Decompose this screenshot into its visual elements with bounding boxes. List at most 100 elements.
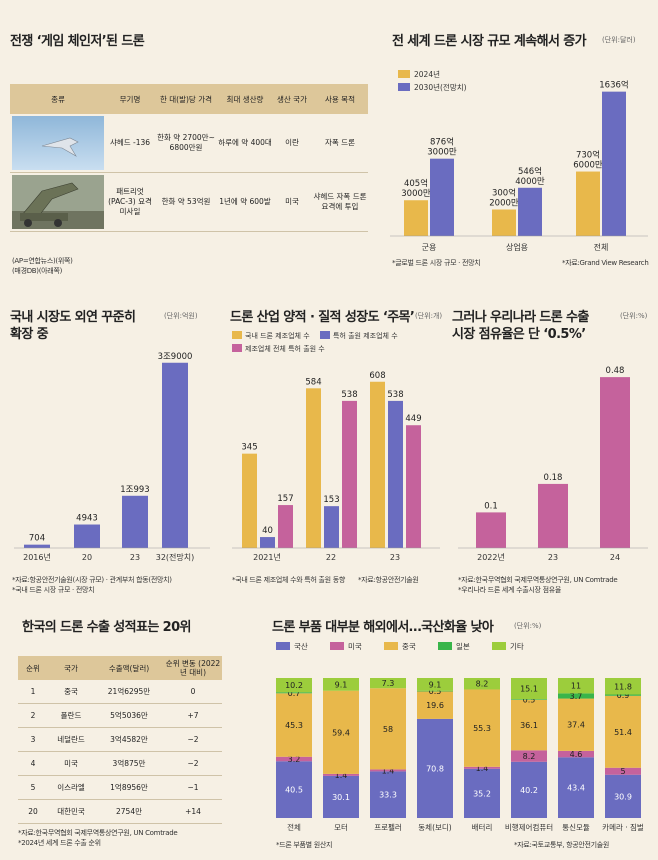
stack-segment: [370, 771, 406, 818]
table-header-cell: 순위: [18, 656, 48, 680]
table-cell: 21억6295만: [94, 680, 164, 704]
legend-label: 국내 드론 제조업체 수: [245, 331, 310, 340]
x-tick-label: 23: [130, 553, 140, 562]
stack-segment: [323, 678, 359, 691]
table-cell: 중국: [48, 680, 94, 704]
table-row: 5 이스라엘 1억8956만 −1: [18, 775, 222, 800]
data-label: 730억: [576, 150, 600, 161]
stack-segment: [370, 678, 406, 689]
market-unit: (단위:달러): [602, 36, 636, 44]
data-label: 4000만: [515, 177, 545, 187]
data-label: 1.4: [476, 764, 489, 773]
data-label: 0.5: [523, 695, 536, 704]
export-share-source1: *자료:한국무역협회 국제무역통상연구원, UN Comtrade: [458, 576, 618, 584]
data-label: 3.7: [570, 692, 583, 701]
shahed-drone-photo: [10, 114, 106, 173]
table-cell: 2: [18, 703, 48, 728]
data-label: 0.48: [606, 366, 625, 376]
table-cell: 5: [18, 775, 48, 800]
data-label: 584: [305, 377, 321, 387]
data-label: 70.8: [426, 764, 444, 773]
table-header-cell: 종류: [10, 84, 106, 114]
x-tick-label: 2016년: [23, 552, 51, 562]
table-header-cell: 생산 국가: [272, 84, 312, 114]
industry-source1: *국내 드론 제조업체 수와 특허 출원 동향: [232, 576, 345, 584]
legend-swatch: [330, 642, 344, 650]
stack-segment: [511, 699, 547, 751]
parts-unit: (단위:%): [514, 622, 542, 630]
data-label: 30.9: [614, 792, 632, 801]
stack-segment: [558, 693, 594, 699]
data-label: 0.5: [429, 687, 442, 696]
table-cell: 네덜란드: [48, 727, 94, 752]
stack-segment: [464, 678, 500, 690]
data-label: 55.3: [473, 724, 491, 733]
data-label: 157: [277, 494, 293, 504]
market-title: 전 세계 드론 시장 규모 계속해서 증가: [392, 34, 587, 49]
bar: [576, 171, 600, 236]
stack-segment: [558, 678, 594, 694]
data-label: 345: [241, 443, 257, 453]
table-cell: 3: [18, 727, 48, 752]
data-label: 40: [262, 526, 273, 536]
legend-label: 미국: [348, 642, 362, 651]
table-cell: 한화 약 2700만~ 6800만원: [154, 114, 218, 173]
legend-label: 2030년(전망치): [414, 82, 467, 92]
stack-segment: [511, 678, 547, 700]
data-label: 40.2: [520, 786, 538, 795]
table-cell: 샤헤드 자폭 드론 요격에 투입: [312, 172, 368, 232]
bar: [278, 505, 293, 548]
table-header-cell: 한 대(발)당 가격: [154, 84, 218, 114]
table-cell: +14: [164, 799, 222, 824]
data-label: 10.2: [285, 681, 303, 690]
stack-segment: [464, 766, 500, 769]
export-ranking-table: 순위 국가 수출액(달러) 순위 변동 (2022년 대비) 1 중국 21억6295만 0…: [18, 656, 222, 824]
data-label: 15.1: [520, 685, 538, 694]
domestic-title-line1: 국내 시장도 외연 꾸준히: [10, 310, 136, 325]
data-label: 0.7: [288, 689, 301, 698]
export-share-chart: 0.1 2022년 0.18 23 0.48 24: [458, 366, 648, 562]
export-share-title-line1: 그러나 우리나라 드론 수출: [452, 310, 589, 325]
data-label: 33.3: [379, 791, 397, 800]
table-row: 패트리엇 (PAC-3) 요격 미사일 한화 약 53억원 1년에 약 600발 미국…: [10, 172, 368, 232]
market-source-right: *자료:Grand View Research: [562, 259, 649, 267]
table-cell: 자폭 드론: [312, 114, 368, 173]
x-tick-label: 전체: [287, 822, 301, 832]
bar: [260, 537, 275, 548]
stack-segment: [276, 693, 312, 757]
stack-segment: [323, 775, 359, 818]
legend-swatch: [492, 642, 506, 650]
data-label: 3000만: [427, 148, 457, 158]
table-cell: 샤헤드 -136: [106, 114, 154, 173]
stack-segment: [370, 769, 406, 772]
stack-segment: [417, 691, 453, 719]
industry-unit: (단위:개): [415, 312, 443, 320]
data-label: 8.2: [476, 680, 489, 689]
table-cell: 3억4582만: [94, 727, 164, 752]
table-cell: −2: [164, 751, 222, 776]
data-label: 43.4: [567, 784, 585, 793]
data-label: 30.1: [332, 793, 350, 802]
legend-label: 중국: [402, 642, 416, 651]
ranking-title: 한국의 드론 수출 성적표는 20위: [22, 620, 192, 635]
bar: [388, 400, 403, 548]
table-cell: 20: [18, 799, 48, 824]
data-label: 7.3: [382, 679, 395, 688]
data-label: 9.1: [429, 680, 442, 689]
ranking-source2: *2024년 세계 드론 수출 순위: [18, 839, 101, 847]
parts-source1: *드론 부품별 원산지: [276, 841, 333, 849]
legend-label: 제조업체 전체 특허 출원 수: [245, 344, 325, 353]
x-tick-label: 23: [390, 553, 400, 562]
data-label: 11: [571, 682, 581, 691]
data-label: 1636억: [599, 80, 628, 91]
table-header-cell: 수출액(달러): [94, 656, 164, 680]
data-label: 1조993: [120, 485, 149, 495]
bar: [430, 158, 454, 236]
legend-swatch: [232, 331, 242, 339]
table-cell: −1: [164, 775, 222, 800]
data-label: 0.1: [484, 501, 498, 511]
legend-swatch: [320, 331, 330, 339]
data-label: 9.1: [335, 680, 348, 689]
data-label: 0.9: [617, 691, 630, 700]
data-label: 1.4: [382, 766, 395, 775]
